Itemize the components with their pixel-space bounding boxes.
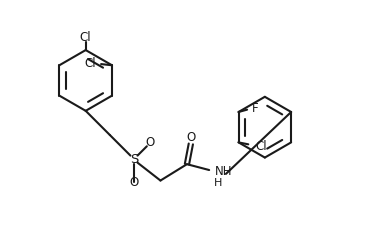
Text: NH: NH (215, 165, 232, 179)
Text: H: H (214, 178, 222, 188)
Text: Cl: Cl (255, 140, 266, 153)
Text: S: S (130, 153, 138, 166)
Text: Cl: Cl (84, 57, 95, 70)
Text: O: O (146, 136, 155, 149)
Text: F: F (252, 102, 259, 115)
Text: Cl: Cl (80, 31, 91, 44)
Text: O: O (186, 131, 195, 144)
Text: O: O (130, 176, 139, 189)
